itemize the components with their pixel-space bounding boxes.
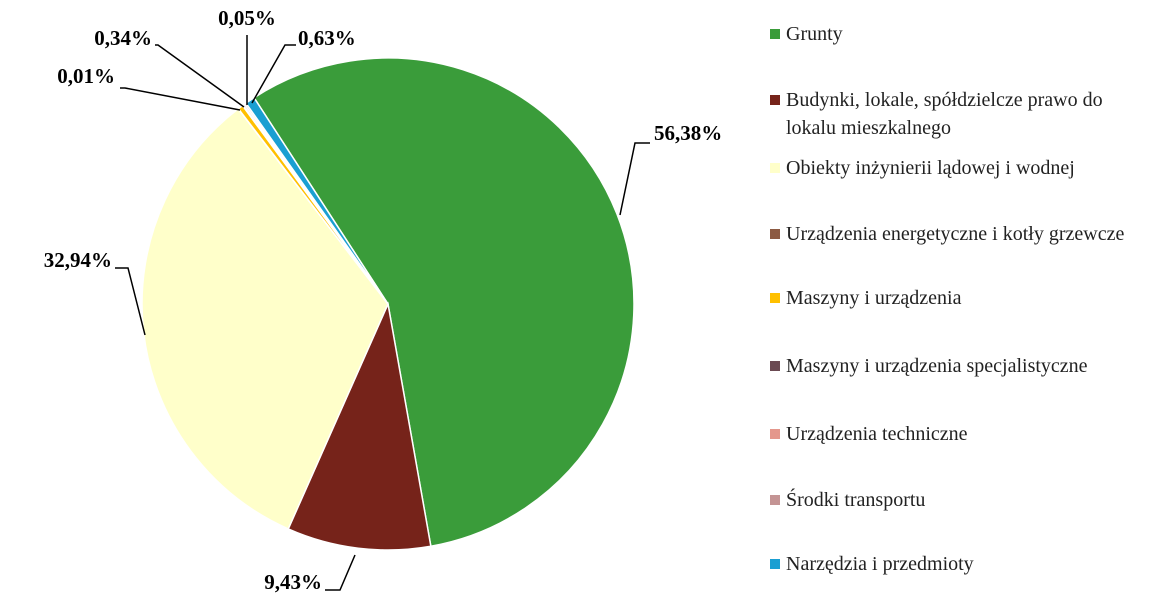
value-label: 56,38%: [654, 121, 722, 145]
legend-label: Obiekty inżynierii lądowej i wodnej: [786, 157, 1075, 179]
legend-swatch: [770, 559, 780, 569]
legend-label: Grunty: [786, 23, 843, 45]
legend-label: Środki transportu: [786, 489, 926, 511]
legend-swatch: [770, 229, 780, 239]
value-label: 0,05%: [218, 6, 276, 30]
legend-label: Maszyny i urządzenia: [786, 287, 962, 309]
leader-line: [115, 267, 146, 336]
pie-slice: [244, 96, 389, 305]
legend-item: Środki transportu: [770, 486, 1150, 514]
value-label: 0,34%: [94, 26, 152, 50]
pie-slice: [252, 57, 635, 548]
legend-swatch: [770, 293, 780, 303]
legend-swatch: [770, 95, 780, 105]
legend-label: Maszyny i urządzenia specjalistyczne: [786, 355, 1088, 377]
legend-item: Maszyny i urządzenia specjalistyczne: [770, 352, 1150, 380]
legend-label: Budynki, lokale, spółdzielcze prawo do l…: [786, 89, 1103, 139]
legend-label: Urządzenia energetyczne i kotły grzewcze: [786, 223, 1125, 245]
value-label: 0,01%: [57, 64, 115, 88]
legend-item: Obiekty inżynierii lądowej i wodnej: [770, 154, 1150, 182]
leader-line: [120, 87, 241, 111]
leader-line: [155, 44, 245, 108]
value-label: 9,43%: [264, 570, 322, 594]
value-label: 0,63%: [298, 26, 356, 50]
legend-item: Narzędzia i przedmioty: [770, 550, 1150, 578]
legend-item: Budynki, lokale, spółdzielcze prawo do l…: [770, 86, 1150, 142]
legend-swatch: [770, 429, 780, 439]
legend-swatch: [770, 29, 780, 39]
leader-line: [325, 554, 356, 591]
legend-swatch: [770, 163, 780, 173]
legend-item: Grunty: [770, 20, 1150, 48]
legend-swatch: [770, 495, 780, 505]
legend-item: Maszyny i urządzenia: [770, 284, 1150, 312]
legend-swatch: [770, 361, 780, 371]
leader-line: [251, 44, 296, 104]
leader-line: [619, 142, 650, 216]
value-label: 32,94%: [44, 248, 112, 272]
legend-label: Narzędzia i przedmioty: [786, 553, 974, 575]
legend-item: Urządzenia techniczne: [770, 420, 1150, 448]
legend-label: Urządzenia techniczne: [786, 423, 968, 445]
pie-slice: [287, 301, 432, 551]
legend-item: Urządzenia energetyczne i kotły grzewcze: [770, 220, 1150, 248]
